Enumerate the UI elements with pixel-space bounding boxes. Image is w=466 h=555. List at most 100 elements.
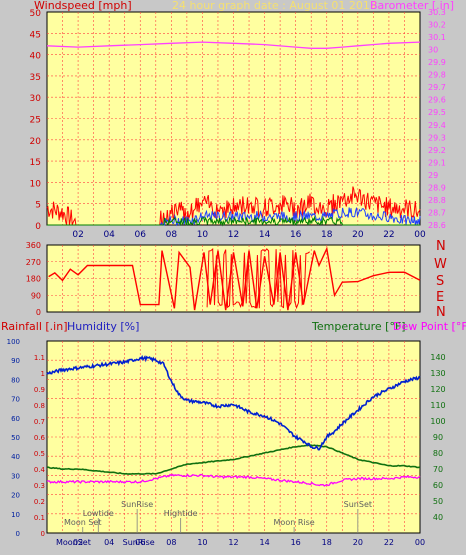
dewpoint-line — [46, 473, 421, 487]
barometer-tick-label: 29.2 — [428, 146, 446, 155]
barometer-line — [46, 41, 421, 49]
humidity-tick-label: 40 — [11, 453, 20, 461]
compass-n-top: N — [436, 239, 446, 254]
direction-tick-label: 180 — [26, 275, 41, 284]
temperature-tick-label: 70 — [433, 465, 443, 474]
barometer-tick-label: 28.6 — [428, 221, 446, 230]
humidity-tick-label: 0 — [16, 530, 20, 538]
event-label: Moon Rise — [274, 518, 315, 527]
event-label: SunSet — [344, 500, 372, 509]
windspeed-tick-label: 10 — [30, 179, 42, 189]
rainfall-tick-label: 0.5 — [34, 450, 45, 458]
hour-tick-label: 14 — [259, 230, 271, 240]
temperature-tick-label: 120 — [430, 385, 445, 394]
hour-tick-label: 22 — [383, 230, 394, 240]
barometer-axis-title: Barometer [.in] — [370, 0, 454, 12]
temperature-tick-label: 110 — [430, 401, 445, 410]
windspeed-tick-label: 25 — [30, 116, 41, 126]
humidity-tick-label: 50 — [11, 434, 20, 442]
hour-tick-label: 22 — [384, 538, 394, 547]
humidity-tick-label: 10 — [11, 511, 20, 519]
rainfall-tick-label: 0.8 — [34, 402, 45, 410]
barometer-tick-label: 29 — [428, 171, 438, 180]
barometer-tick-label: 29.1 — [428, 158, 446, 167]
barometer-tick-label: 28.7 — [428, 208, 446, 217]
barometer-tick-label: 29.5 — [428, 108, 446, 117]
windspeed-low-line — [47, 215, 420, 227]
hour-tick-label: 18 — [321, 230, 333, 240]
windspeed-tick-label: 20 — [30, 137, 42, 147]
windspeed-tick-label: 15 — [30, 158, 41, 168]
event-label-bottom: MoonSet — [56, 538, 91, 547]
temperature-line — [46, 444, 421, 475]
event-label: Hightide — [164, 509, 198, 518]
temperature-tick-label: 100 — [430, 417, 445, 426]
windspeed-tick-label: 40 — [30, 52, 42, 62]
barometer-tick-label: 30.3 — [428, 8, 446, 17]
temperature-axis-title: Temperature [°F] — [311, 320, 406, 333]
hour-tick-label: 04 — [103, 230, 115, 240]
barometer-tick-label: 28.9 — [428, 183, 446, 192]
event-label: Moon Set — [64, 518, 101, 527]
graph-title: 24 hour graph date : August 01 2017 — [172, 0, 377, 12]
windspeed-axis-title: Windspeed [mph] — [34, 0, 132, 12]
hour-tick-label: 02 — [73, 538, 83, 547]
hour-tick-label: 10 — [197, 538, 207, 547]
rainfall-tick-label: 0 — [41, 530, 45, 538]
compass-w: W — [434, 257, 447, 272]
rainfall-tick-label: 1.1 — [34, 354, 45, 362]
barometer-tick-label: 29.8 — [428, 71, 446, 80]
hour-tick-label: 08 — [166, 230, 178, 240]
barometer-tick-label: 30 — [428, 46, 438, 55]
hour-tick-label: 14 — [259, 538, 269, 547]
climate-lines — [46, 354, 421, 487]
windspeed-tick-label: 5 — [35, 201, 41, 211]
direction-axis-labels: 0 90 180 270 360 — [26, 241, 41, 317]
hour-tick-label: 08 — [166, 538, 176, 547]
humidity-tick-label: 30 — [11, 472, 20, 480]
direction-tick-label: 0 — [36, 308, 41, 317]
humidity-axis-title: Humidity [%] — [67, 320, 139, 333]
compass-e: E — [436, 290, 444, 305]
direction-tick-label: 90 — [31, 291, 41, 300]
event-label: SunRise — [121, 500, 153, 509]
temperature-tick-label: 60 — [433, 481, 443, 490]
barometer-tick-label: 29.6 — [428, 96, 446, 105]
barometer-tick-label: 29.3 — [428, 133, 446, 142]
windspeed-tick-label: 45 — [30, 30, 41, 40]
event-label: Lowtide — [83, 509, 114, 518]
wind-grid — [47, 12, 420, 225]
hour-tick-label: 06 — [135, 230, 147, 240]
rainfall-tick-label: 0.1 — [34, 514, 45, 522]
hour-tick-label: 10 — [197, 230, 209, 240]
hour-tick-label: 02 — [72, 230, 83, 240]
rainfall-tick-label: 0.7 — [34, 418, 45, 426]
humidity-tick-label: 60 — [11, 415, 20, 423]
humidity-tick-label: 20 — [11, 492, 20, 500]
humidity-tick-label: 90 — [11, 357, 20, 365]
direction-lines — [48, 246, 421, 311]
climate-axis-labels: 010203040506070809010000.10.20.30.40.50.… — [7, 338, 446, 547]
wind-lines — [46, 41, 421, 227]
compass-s: S — [436, 274, 444, 289]
dewpoint-axis-title: Dew Point [°F] — [393, 320, 466, 333]
temperature-tick-label: 40 — [433, 513, 443, 522]
hour-tick-label: 06 — [135, 538, 145, 547]
barometer-tick-label: 30.1 — [428, 33, 446, 42]
rainfall-tick-label: 0.6 — [34, 434, 46, 442]
hour-tick-label: 04 — [104, 538, 114, 547]
hour-tick-label: 16 — [290, 230, 302, 240]
rainfall-tick-label: 0.4 — [34, 466, 46, 474]
temperature-tick-label: 130 — [430, 369, 445, 378]
hour-tick-label: 16 — [291, 538, 301, 547]
humidity-tick-label: 100 — [7, 338, 20, 346]
barometer-tick-label: 28.8 — [428, 196, 446, 205]
rainfall-tick-label: 1 — [41, 370, 45, 378]
humidity-tick-label: 80 — [11, 376, 20, 384]
event-label-bottom: SunRise — [123, 538, 155, 547]
hour-tick-label: 00 — [415, 538, 425, 547]
windspeed-tick-label: 35 — [30, 73, 41, 83]
windspeed-tick-label: 50 — [30, 9, 42, 19]
